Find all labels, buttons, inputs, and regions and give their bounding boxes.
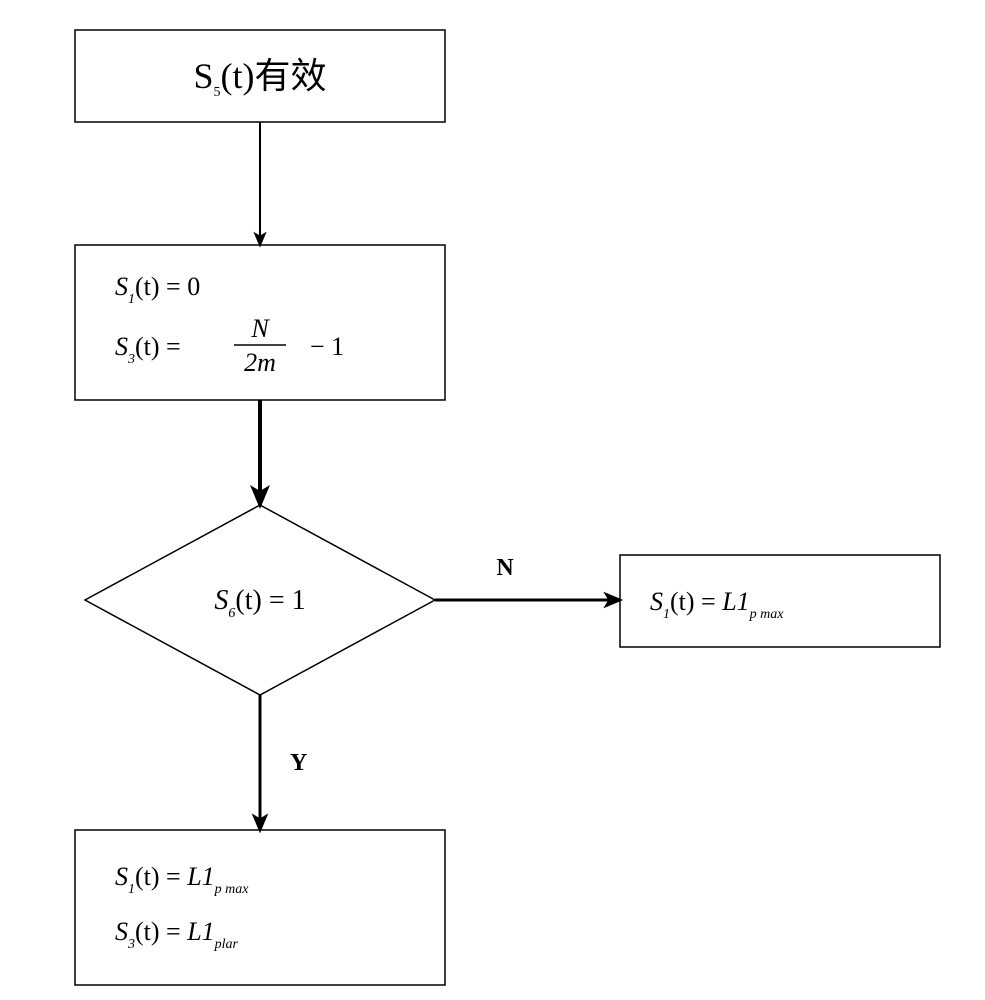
label-yes: Y	[290, 750, 307, 776]
label-no: N	[496, 555, 514, 581]
init-line2-tail: − 1	[310, 332, 344, 361]
decision-label: S6(t) = 1	[214, 585, 305, 621]
bottom-box	[75, 830, 445, 985]
frac-num: N	[250, 314, 270, 343]
frac-den: 2m	[244, 348, 276, 377]
start-label: S5(t)有效	[193, 56, 326, 100]
right-box	[620, 555, 940, 647]
